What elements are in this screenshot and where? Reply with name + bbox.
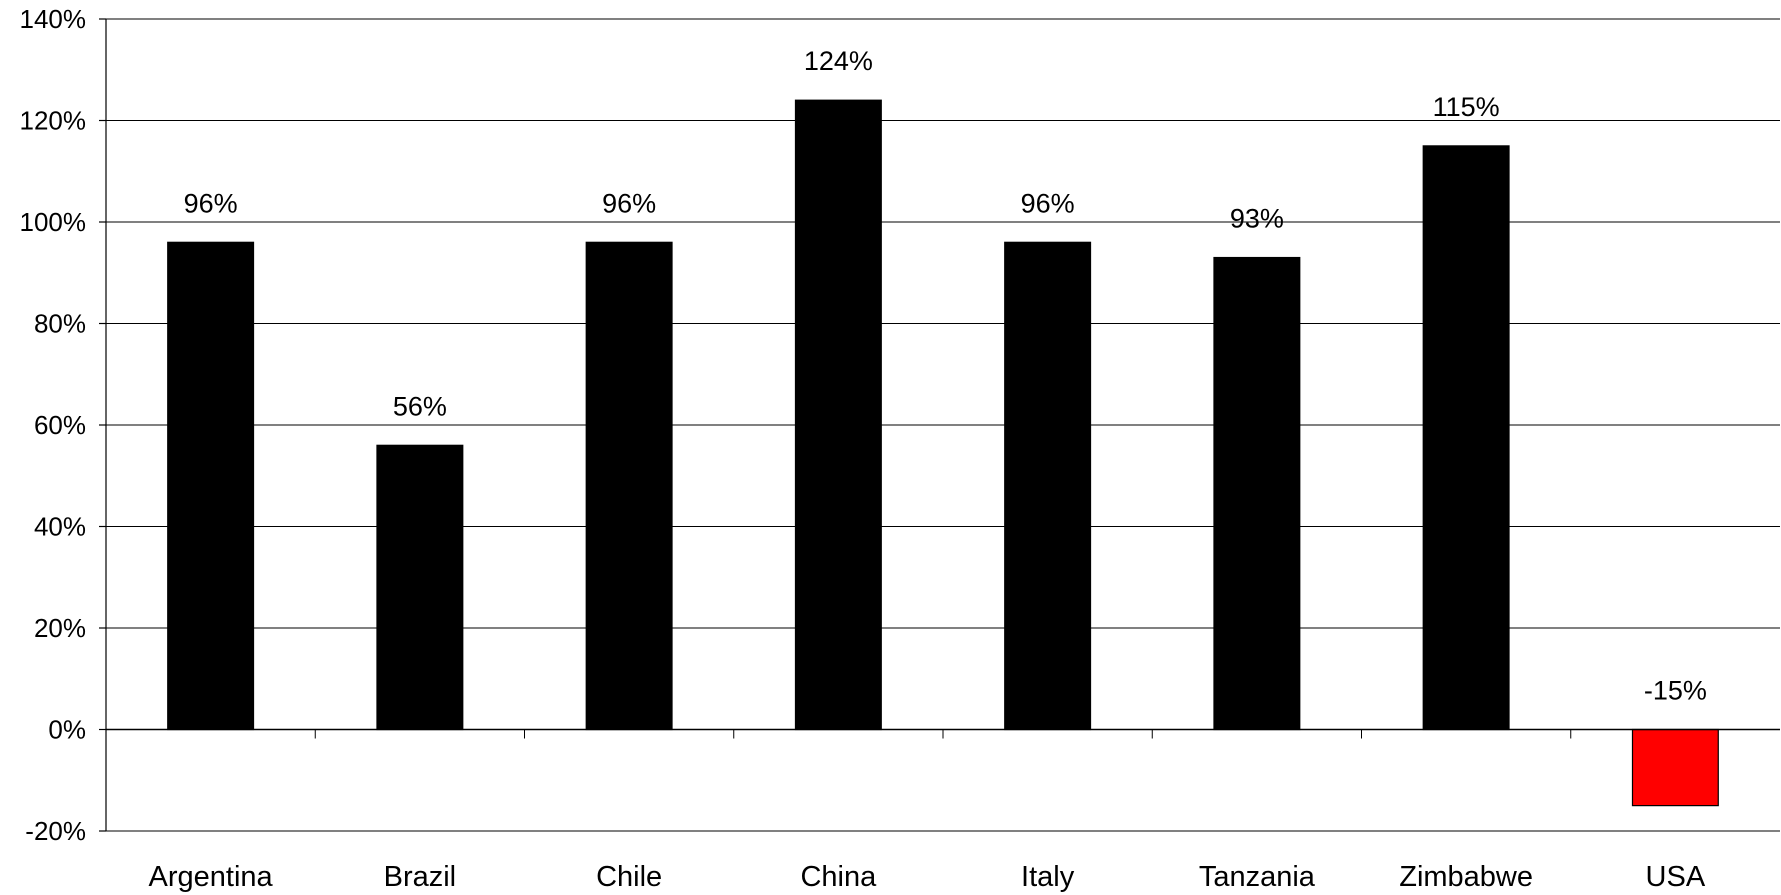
x-tick-label: Tanzania <box>1199 861 1316 893</box>
x-tick-label: Italy <box>1021 861 1075 893</box>
data-label: 56% <box>393 391 447 421</box>
data-label: 96% <box>602 188 656 218</box>
y-tick-label: 80% <box>34 309 86 339</box>
data-label: 96% <box>184 188 238 218</box>
y-tick-label: -20% <box>25 816 86 846</box>
x-tick-label: China <box>800 861 877 893</box>
bars <box>167 99 1719 807</box>
bar-usa <box>1631 728 1719 807</box>
y-tick-label: 120% <box>20 106 87 136</box>
y-tick-label: 100% <box>20 207 87 237</box>
y-tick-label: 60% <box>34 410 86 440</box>
y-tick-label: 140% <box>20 4 87 34</box>
x-tick-label: Chile <box>596 861 662 893</box>
bar-brazil <box>376 444 464 731</box>
x-tick-label: Zimbabwe <box>1399 861 1533 893</box>
data-label: 115% <box>1433 92 1500 122</box>
bar-argentina <box>167 241 255 731</box>
labels: -20% 0% 20% 40% 60% 80% 100% 120% 140% 96% Argenti… <box>20 4 1707 893</box>
x-tick-label: Argentina <box>149 861 274 893</box>
y-tick-label: 0% <box>48 715 86 745</box>
data-label: 124% <box>804 46 873 76</box>
bar-chile <box>585 241 673 731</box>
gridlines <box>106 18 1780 832</box>
data-label: 96% <box>1021 188 1075 218</box>
x-tick-label: USA <box>1646 861 1706 893</box>
data-label: -15% <box>1644 676 1707 706</box>
x-tick-label: Brazil <box>384 861 457 893</box>
bar-china <box>794 99 882 731</box>
bar-italy <box>1004 241 1092 731</box>
axes <box>99 18 1780 832</box>
y-tick-label: 40% <box>34 512 86 542</box>
bar-tanzania <box>1213 256 1301 731</box>
bar-zimbabwe <box>1422 145 1510 731</box>
data-label: 93% <box>1230 204 1284 234</box>
y-tick-label: 20% <box>34 613 86 643</box>
